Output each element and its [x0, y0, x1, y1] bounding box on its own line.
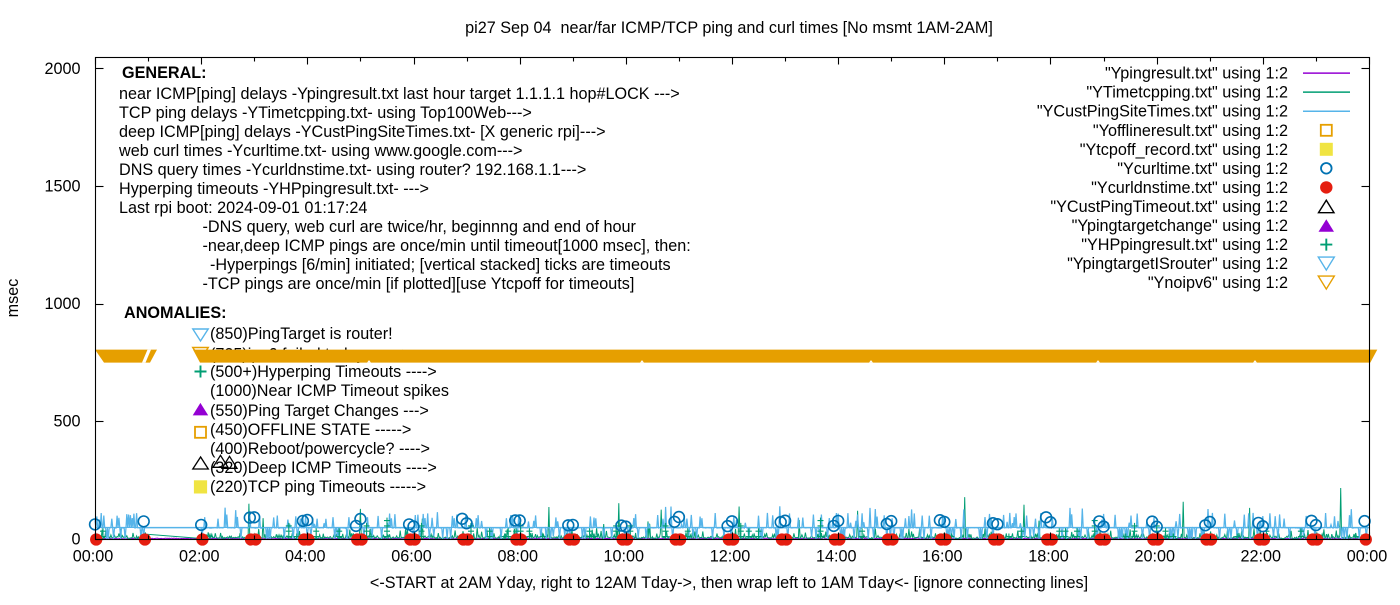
svg-text:22:00: 22:00: [1241, 548, 1282, 566]
svg-text:<-START at 2AM Yday, right to: <-START at 2AM Yday, right to 12AM Tday-…: [370, 574, 1088, 592]
svg-text:"Yofflineresult.txt" using 1:2: "Yofflineresult.txt" using 1:2: [1093, 122, 1288, 140]
svg-text:(1000)Near ICMP Timeout spikes: (1000)Near ICMP Timeout spikes: [210, 382, 449, 400]
svg-text:10:00: 10:00: [604, 548, 645, 566]
svg-text:"Ycurltime.txt" using 1:2: "Ycurltime.txt" using 1:2: [1117, 160, 1288, 178]
svg-text:02:00: 02:00: [179, 548, 220, 566]
svg-text:"YTimetcpping.txt" using 1:2: "YTimetcpping.txt" using 1:2: [1086, 84, 1288, 102]
svg-text:(500+)Hyperping Timeouts ---->: (500+)Hyperping Timeouts ---->: [210, 363, 437, 381]
svg-text:(220)TCP ping Timeouts ----->: (220)TCP ping Timeouts ----->: [210, 478, 426, 496]
svg-text:-near,deep ICMP pings are once: -near,deep ICMP pings are once/min until…: [203, 237, 691, 255]
svg-text:pi27 Sep 04 near/far ICMP/TCP: pi27 Sep 04 near/far ICMP/TCP ping and c…: [465, 19, 993, 37]
svg-text:ANOMALIES:: ANOMALIES:: [124, 304, 227, 322]
svg-text:1500: 1500: [44, 177, 80, 195]
svg-text:08:00: 08:00: [497, 548, 538, 566]
svg-text:04:00: 04:00: [285, 548, 326, 566]
svg-text:1000: 1000: [44, 295, 80, 313]
svg-text:"YpingtargetISrouter" using 1:: "YpingtargetISrouter" using 1:2: [1067, 255, 1288, 273]
svg-text:-DNS query, web curl are twice: -DNS query, web curl are twice/hr, begin…: [203, 218, 637, 236]
svg-text:DNS query times -Ycurldnstime.: DNS query times -Ycurldnstime.txt- using…: [119, 161, 586, 179]
svg-text:GENERAL:: GENERAL:: [122, 64, 207, 82]
svg-text:(450)OFFLINE STATE ----->: (450)OFFLINE STATE ----->: [210, 421, 411, 439]
svg-text:"Ynoipv6" using 1:2: "Ynoipv6" using 1:2: [1148, 274, 1288, 292]
svg-text:18:00: 18:00: [1028, 548, 1069, 566]
svg-text:(400)Reboot/powercycle? ---->: (400)Reboot/powercycle? ---->: [210, 440, 430, 458]
svg-text:Last rpi boot: 2024-09-01 01:1: Last rpi boot: 2024-09-01 01:17:24: [119, 199, 367, 217]
svg-text:"Ypingtargetchange" using 1:2: "Ypingtargetchange" using 1:2: [1072, 217, 1288, 235]
svg-text:web curl times -Ycurltime.txt-: web curl times -Ycurltime.txt- using www…: [118, 142, 522, 160]
svg-text:Hyperping timeouts -YHPpingres: Hyperping timeouts -YHPpingresult.txt- -…: [119, 180, 429, 198]
svg-text:-Hyperpings [6/min] initiated;: -Hyperpings [6/min] initiated; [vertical…: [210, 256, 671, 274]
svg-text:00:00: 00:00: [73, 548, 114, 566]
svg-text:"Ypingresult.txt" using 1:2: "Ypingresult.txt" using 1:2: [1105, 65, 1288, 83]
svg-text:"Ytcpoff_record.txt" using 1:2: "Ytcpoff_record.txt" using 1:2: [1080, 141, 1288, 159]
svg-text:deep ICMP[ping] delays -YCustP: deep ICMP[ping] delays -YCustPingSiteTim…: [119, 123, 606, 141]
svg-text:(850)PingTarget is router!: (850)PingTarget is router!: [210, 325, 393, 343]
svg-text:2000: 2000: [44, 60, 80, 78]
svg-text:msec: msec: [4, 279, 22, 318]
svg-text:500: 500: [53, 413, 80, 431]
svg-text:00:00: 00:00: [1347, 548, 1388, 566]
svg-text:0: 0: [71, 530, 80, 548]
svg-text:"Ycurldnstime.txt" using 1:2: "Ycurldnstime.txt" using 1:2: [1091, 179, 1288, 197]
svg-text:TCP ping delays -YTimetcpping.: TCP ping delays -YTimetcpping.txt- using…: [119, 104, 532, 122]
svg-text:20:00: 20:00: [1134, 548, 1175, 566]
svg-text:14:00: 14:00: [816, 548, 857, 566]
svg-text:16:00: 16:00: [922, 548, 963, 566]
svg-text:(320)Deep ICMP Timeouts ---->: (320)Deep ICMP Timeouts ---->: [210, 459, 437, 477]
svg-text:"YHPpingresult.txt" using 1:2: "YHPpingresult.txt" using 1:2: [1081, 236, 1288, 254]
svg-text:-TCP pings are once/min [if pl: -TCP pings are once/min [if plotted][use…: [203, 275, 635, 293]
svg-text:"YCustPingSiteTimes.txt" using: "YCustPingSiteTimes.txt" using 1:2: [1037, 103, 1288, 121]
svg-text:near ICMP[ping] delays -Ypingr: near ICMP[ping] delays -Ypingresult.txt …: [119, 85, 680, 103]
svg-text:(550)Ping Target Changes --->: (550)Ping Target Changes --->: [210, 402, 429, 420]
svg-text:06:00: 06:00: [391, 548, 432, 566]
svg-text:12:00: 12:00: [710, 548, 751, 566]
svg-text:"YCustPingTimeout.txt" using 1: "YCustPingTimeout.txt" using 1:2: [1050, 198, 1288, 216]
